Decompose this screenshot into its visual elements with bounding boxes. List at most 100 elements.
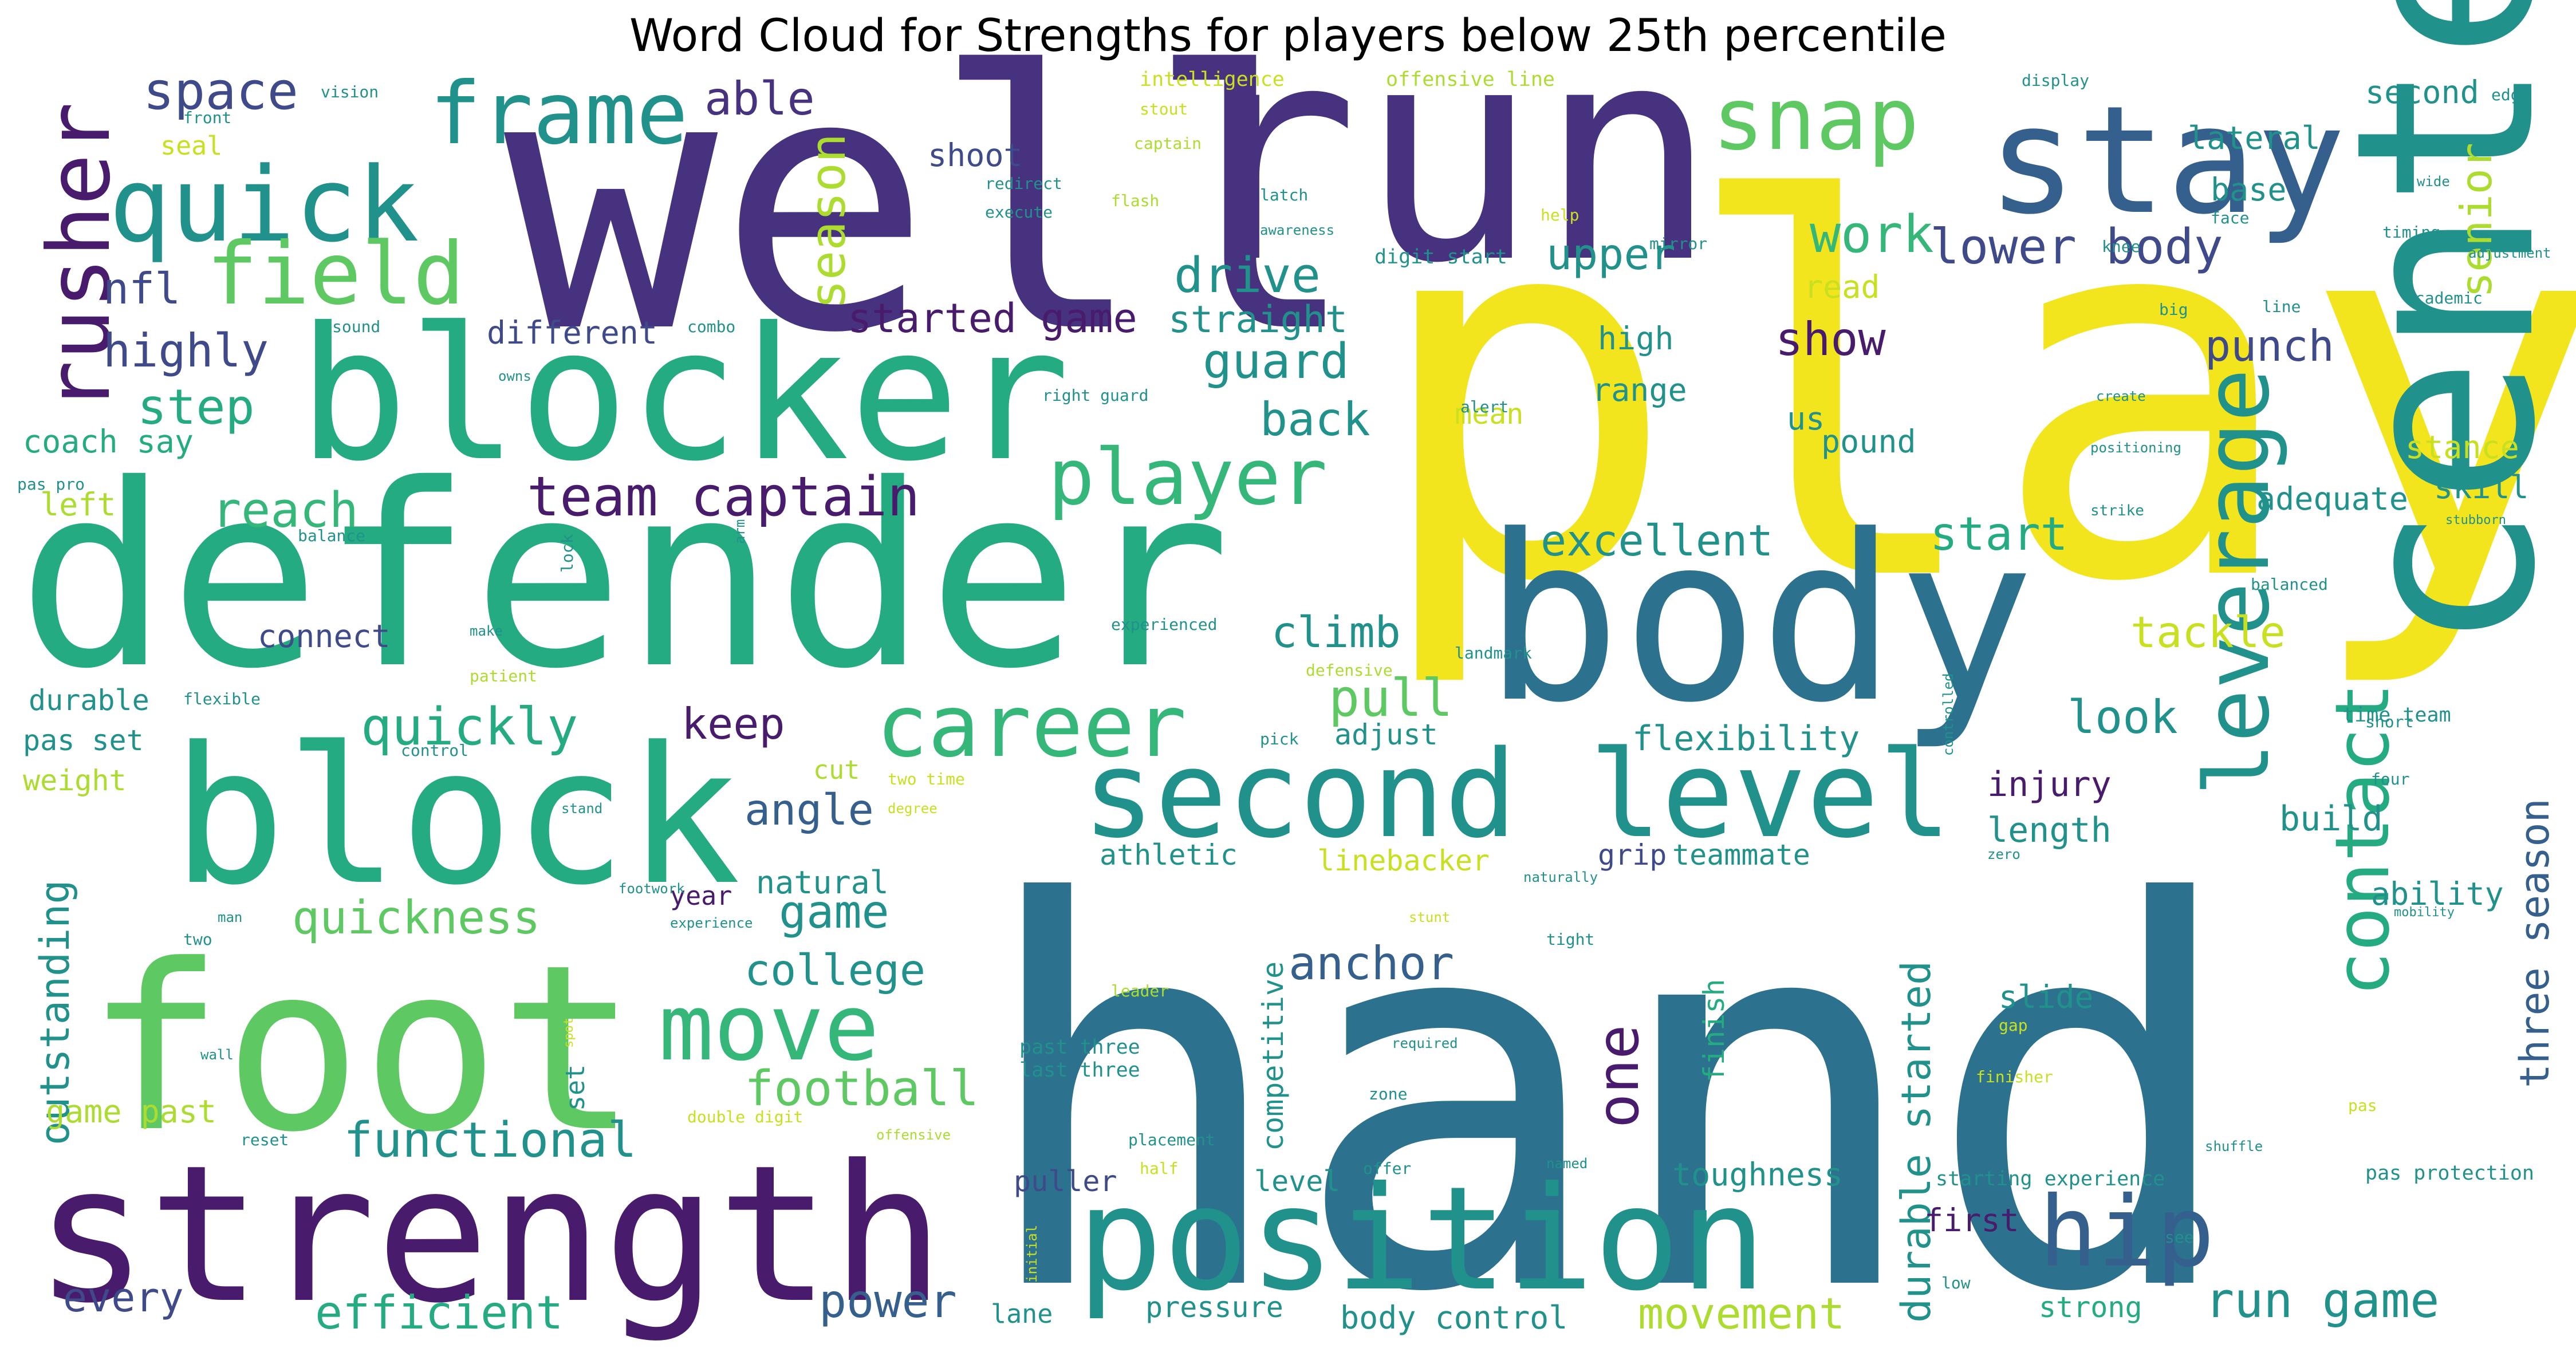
word-connect: connect <box>258 618 391 655</box>
word-mobility: mobility <box>2394 905 2455 920</box>
word-positioning: positioning <box>2090 440 2181 456</box>
word-highly: highly <box>103 324 269 377</box>
word-spot: spot <box>562 1018 576 1048</box>
word-competitive: competitive <box>1257 961 1290 1151</box>
word-lower-body: lower body <box>1930 219 2223 275</box>
word-zone: zone <box>1369 1085 1407 1103</box>
word-gap: gap <box>1999 1016 2028 1035</box>
word-short: short <box>2365 712 2413 731</box>
word-quick: quick <box>109 145 419 265</box>
word-slide: slide <box>1999 979 2094 1015</box>
word-pas: pas <box>2348 1096 2377 1115</box>
word-make: make <box>470 623 503 639</box>
word-front: front <box>183 108 231 127</box>
word-senior: senior <box>2451 143 2502 298</box>
word-pas-pro: pas pro <box>17 475 85 494</box>
word-rusher: rusher <box>30 102 129 412</box>
word-position: position <box>1077 1156 1766 1322</box>
word-latch: latch <box>1260 186 1308 204</box>
word-two: two <box>183 930 212 949</box>
word-first: first <box>1924 1202 2019 1239</box>
word-sound: sound <box>332 317 380 336</box>
word-every: every <box>63 1274 184 1321</box>
word-adequate: adequate <box>2256 480 2408 517</box>
word-injury: injury <box>1987 764 2112 805</box>
word-second-level: second level <box>1082 724 1951 865</box>
word-last-three: last three <box>1019 1059 1140 1082</box>
word-reach: reach <box>212 482 359 539</box>
word-vision: vision <box>321 82 379 101</box>
word-range: range <box>1592 372 1687 408</box>
word-set: set <box>560 1065 590 1111</box>
word-pick: pick <box>1260 730 1299 748</box>
word-center: center <box>2303 0 2576 653</box>
word-combo: combo <box>687 317 735 336</box>
word-tackle: tackle <box>2130 607 2286 657</box>
word-pull: pull <box>1329 668 1453 728</box>
word-length: length <box>1987 810 2112 850</box>
word-academic: academic <box>2405 289 2483 308</box>
word-started-game: started game <box>848 295 1137 342</box>
word-landmark: landmark <box>1455 644 1532 663</box>
word-arm: arm <box>732 519 748 544</box>
word-movement: movement <box>1638 1288 1845 1339</box>
word-quickness: quickness <box>292 891 540 944</box>
word-stubborn: stubborn <box>2445 513 2506 527</box>
word-climb: climb <box>1271 607 1401 657</box>
word-lock: lock <box>558 534 577 573</box>
word-outstanding: outstanding <box>31 880 78 1145</box>
word-alert: alert <box>1460 397 1508 416</box>
word-footwork: footwork <box>619 881 685 897</box>
word-defender: defender <box>17 431 1231 724</box>
word-field: field <box>206 224 465 324</box>
word-durable: durable <box>29 684 149 717</box>
word-durable-started: durable started <box>1893 961 1940 1323</box>
word-half: half <box>1140 1159 1178 1178</box>
word-flash: flash <box>1111 191 1159 210</box>
word-ability: ability <box>2371 876 2504 912</box>
word-blocker: blocker <box>298 289 1070 502</box>
word-foot: foot <box>86 916 637 1182</box>
word-owns: owns <box>498 368 531 384</box>
word-adjust: adjust <box>1334 718 1438 751</box>
word-space: space <box>143 61 298 121</box>
word-digit-start: digit start <box>1374 246 1507 269</box>
word-wall: wall <box>200 1047 234 1063</box>
word-frame: frame <box>430 64 688 164</box>
word-lateral: lateral <box>2188 120 2321 156</box>
word-teammate: teammate <box>1672 838 1810 872</box>
word-back: back <box>1260 393 1370 446</box>
word-naturally: naturally <box>1523 869 1598 885</box>
word-strike: strike <box>2090 502 2144 519</box>
word-timing: timing <box>2382 223 2440 242</box>
word-line: line <box>2262 297 2301 316</box>
word-low: low <box>1941 1274 1971 1292</box>
word-career: career <box>876 677 1187 776</box>
word-football: football <box>745 1061 979 1117</box>
word-strong: strong <box>2039 1291 2142 1324</box>
word-left: left <box>40 486 116 523</box>
word-experienced: experienced <box>1111 615 1217 634</box>
word-coach-say: coach say <box>23 423 194 460</box>
word-different: different <box>487 314 657 351</box>
word-hip: hip <box>2039 1176 2215 1289</box>
word-mirror: mirror <box>1649 234 1707 253</box>
word-create: create <box>2096 388 2146 404</box>
word-upper: upper <box>1546 229 1676 279</box>
word-play: play <box>1369 95 2576 695</box>
word-punch: punch <box>2205 321 2334 371</box>
word-placement: placement <box>1128 1130 1215 1149</box>
word-shuffle: shuffle <box>2205 1138 2263 1154</box>
word-run: run <box>1180 0 1718 328</box>
word-show: show <box>1775 313 1886 366</box>
word-experience: experience <box>670 915 753 931</box>
word-high: high <box>1598 320 1673 357</box>
word-toughness: toughness <box>1672 1156 1843 1193</box>
word-player: player <box>1048 432 1328 522</box>
word-control: control <box>401 741 468 760</box>
word-efficient: efficient <box>315 1286 563 1339</box>
word-zero: zero <box>1987 846 2020 862</box>
word-run-game: run game <box>2205 1272 2439 1329</box>
word-double-digit: double digit <box>687 1107 803 1126</box>
word-nfl: nfl <box>103 263 180 314</box>
